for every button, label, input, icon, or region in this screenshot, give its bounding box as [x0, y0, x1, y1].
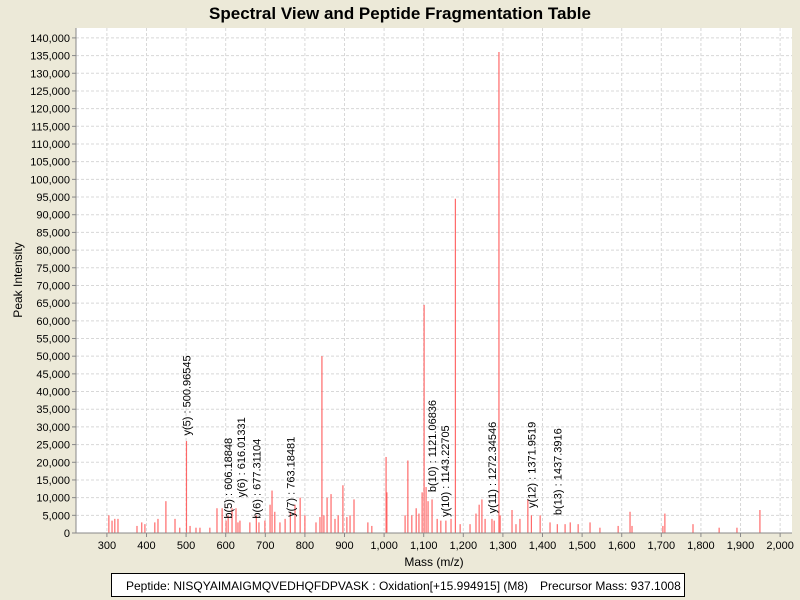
x-tick-label: 1,600 [608, 540, 636, 552]
legend-box: Peptide: NISQYAIMAIGMQVEDHQFDPVASK : Oxi… [111, 573, 685, 597]
y-tick-label: 80,000 [36, 245, 70, 257]
x-tick-label: 300 [98, 540, 116, 552]
y-tick-label: 125,000 [30, 86, 70, 98]
x-tick-label: 900 [335, 540, 353, 552]
peak-annotation: b(5) : 606.18848 [223, 438, 235, 519]
y-axis-label: Peak Intensity [11, 242, 25, 317]
y-tick-label: 40,000 [36, 387, 70, 399]
y-tick-label: 0 [64, 528, 70, 540]
y-tick-label: 95,000 [36, 192, 70, 204]
y-tick-label: 100,000 [30, 174, 70, 186]
y-tick-label: 135,000 [30, 51, 70, 63]
peak-annotation: y(5) : 500.96545 [181, 355, 193, 435]
x-tick-label: 500 [177, 540, 195, 552]
y-tick-label: 50,000 [36, 351, 70, 363]
precursor-mass-label: Precursor Mass: 937.1008 [540, 579, 681, 593]
y-tick-label: 120,000 [30, 104, 70, 116]
x-tick-label: 1,300 [489, 540, 517, 552]
y-tick-label: 55,000 [36, 333, 70, 345]
y-tick-label: 115,000 [31, 121, 70, 133]
x-tick-label: 1,000 [370, 540, 398, 552]
x-tick-label: 1,500 [568, 540, 596, 552]
y-tick-label: 85,000 [36, 227, 70, 239]
y-tick-label: 90,000 [36, 210, 70, 222]
y-tick-label: 65,000 [36, 298, 70, 310]
x-axis-label: Mass (m/z) [404, 555, 463, 569]
y-tick-label: 60,000 [36, 316, 70, 328]
peak-annotation: b(10) : 1121.06836 [427, 400, 439, 492]
peak-annotation: y(10) : 1143.22705 [440, 425, 452, 517]
y-tick-label: 20,000 [36, 457, 70, 469]
y-tick-label: 75,000 [36, 263, 70, 275]
x-tick-label: 1,900 [727, 540, 755, 552]
y-tick-label: 5,000 [42, 510, 70, 522]
x-tick-label: 1,200 [450, 540, 478, 552]
y-tick-label: 10,000 [36, 493, 70, 505]
peak-annotation: b(13) : 1437.3916 [552, 428, 564, 515]
x-tick-label: 1,400 [529, 540, 557, 552]
y-tick-label: 140,000 [30, 33, 70, 45]
peptide-label: Peptide: NISQYAIMAIGMQVEDHQFDPVASK : Oxi… [126, 579, 529, 593]
y-tick-label: 25,000 [36, 440, 70, 452]
x-tick-label: 2,000 [766, 540, 794, 552]
x-tick-label: 400 [137, 540, 155, 552]
plot-area [76, 28, 792, 533]
y-tick-label: 15,000 [36, 475, 70, 487]
spectrum-chart: Spectral View and Peptide Fragmentation … [11, 4, 794, 569]
x-tick-label: 1,800 [687, 540, 715, 552]
y-tick-label: 35,000 [36, 404, 70, 416]
peak-annotation: y(11) : 1272.34546 [487, 422, 499, 514]
chart-title: Spectral View and Peptide Fragmentation … [209, 4, 591, 23]
peak-annotation: y(7) : 763.18481 [285, 437, 297, 517]
x-tick-label: 800 [296, 540, 314, 552]
x-tick-label: 600 [217, 540, 235, 552]
y-tick-label: 45,000 [36, 369, 70, 381]
y-tick-label: 105,000 [30, 157, 70, 169]
y-tick-label: 130,000 [30, 68, 70, 80]
y-tick-label: 110,000 [31, 139, 70, 151]
y-tick-label: 30,000 [36, 422, 70, 434]
peak-annotation: b(6) : 677.31104 [251, 439, 263, 519]
x-tick-label: 1,100 [410, 540, 438, 552]
x-tick-label: 700 [256, 540, 274, 552]
x-tick-label: 1,700 [648, 540, 676, 552]
peak-annotation: y(6) : 616.01331 [236, 417, 248, 497]
y-tick-label: 70,000 [36, 280, 70, 292]
peak-annotation: y(12) : 1371.9519 [526, 422, 538, 508]
